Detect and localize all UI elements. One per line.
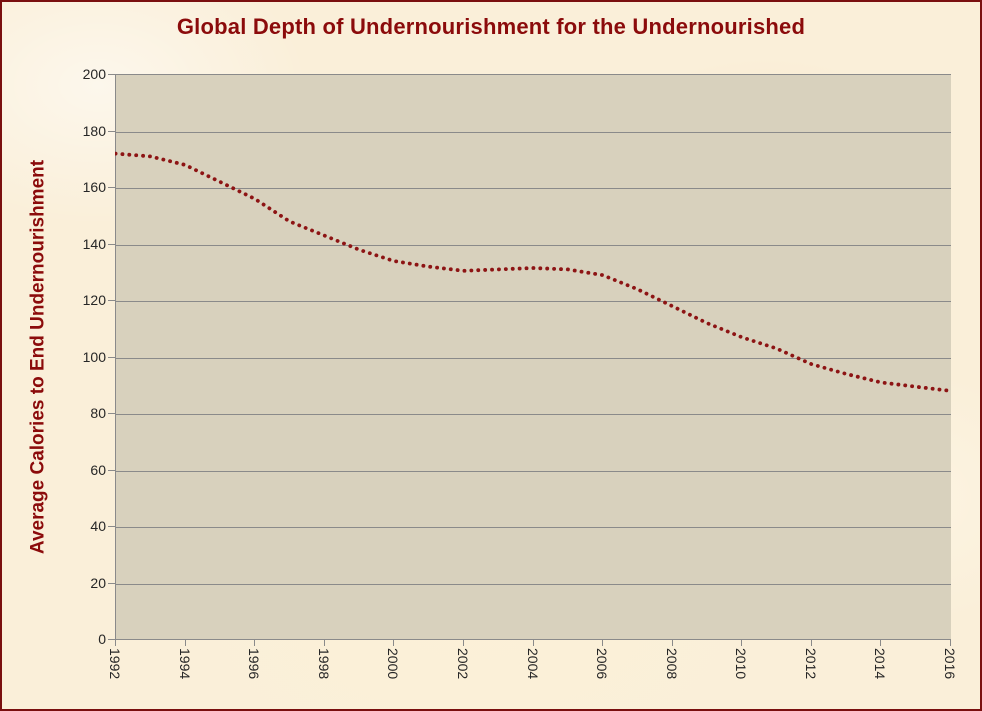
gridline-y-120 [116,301,951,302]
y-tick-60 [108,470,115,471]
y-tick-label-160: 160 [82,179,106,195]
x-tick-label-2010: 2010 [733,648,749,680]
gridline-y-80 [116,414,951,415]
x-tick-1998 [324,639,325,646]
data-series-dotted-line [115,151,951,393]
x-tick-label-2004: 2004 [525,648,541,680]
x-tick-2008 [672,639,673,646]
gridline-y-180 [116,132,951,133]
x-tick-label-1998: 1998 [316,648,332,680]
y-tick-180 [108,131,115,132]
y-tick-0 [108,639,115,640]
y-tick-40 [108,526,115,527]
x-tick-1996 [254,639,255,646]
x-tick-2010 [741,639,742,646]
y-tick-label-140: 140 [82,236,106,252]
plot-area [115,74,951,640]
y-tick-100 [108,357,115,358]
x-tick-2006 [602,639,603,646]
x-tick-2002 [463,639,464,646]
y-tick-20 [108,583,115,584]
y-tick-label-100: 100 [82,349,106,365]
y-tick-label-200: 200 [82,66,106,82]
x-tick-1994 [185,639,186,646]
y-tick-label-20: 20 [90,575,106,591]
x-tick-label-2006: 2006 [594,648,610,680]
x-tick-label-2002: 2002 [455,648,471,680]
y-tick-140 [108,244,115,245]
x-tick-2014 [880,639,881,646]
gridline-y-140 [116,245,951,246]
undernourishment-series [115,151,951,393]
x-tick-label-1994: 1994 [177,648,193,680]
x-tick-2004 [533,639,534,646]
x-tick-2016 [950,639,951,646]
gridline-y-100 [116,358,951,359]
y-tick-label-60: 60 [90,462,106,478]
x-tick-2000 [393,639,394,646]
x-tick-label-2016: 2016 [942,648,958,680]
y-tick-label-180: 180 [82,123,106,139]
y-tick-160 [108,187,115,188]
y-tick-label-0: 0 [98,631,106,647]
x-tick-label-2008: 2008 [664,648,680,680]
gridline-y-160 [116,188,951,189]
y-tick-80 [108,413,115,414]
x-tick-2012 [811,639,812,646]
x-tick-label-2012: 2012 [803,648,819,680]
x-tick-label-2000: 2000 [385,648,401,680]
gridline-y-60 [116,471,951,472]
x-tick-label-1996: 1996 [246,648,262,680]
x-tick-label-2014: 2014 [872,648,888,680]
y-tick-label-120: 120 [82,292,106,308]
x-tick-label-1992: 1992 [107,648,123,680]
gridline-y-20 [116,584,951,585]
y-tick-label-40: 40 [90,518,106,534]
gridline-y-40 [116,527,951,528]
y-tick-200 [108,74,115,75]
x-tick-1992 [115,639,116,646]
chart-title: Global Depth of Undernourishment for the… [176,14,806,39]
y-tick-label-80: 80 [90,405,106,421]
y-tick-120 [108,300,115,301]
